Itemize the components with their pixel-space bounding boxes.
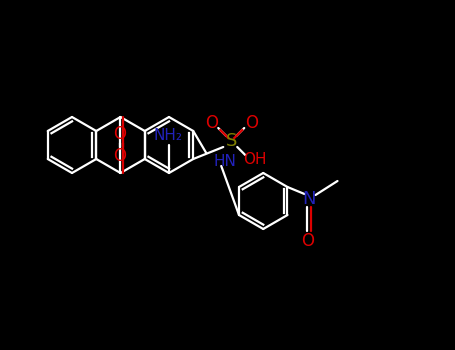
- Text: O: O: [301, 232, 314, 250]
- Text: HN: HN: [213, 154, 236, 168]
- Text: O: O: [113, 147, 126, 165]
- Text: NH₂: NH₂: [153, 128, 182, 143]
- Text: O: O: [245, 114, 258, 132]
- Text: O: O: [113, 125, 126, 143]
- Text: OH: OH: [243, 152, 267, 167]
- Text: S: S: [226, 132, 237, 150]
- Text: O: O: [205, 114, 218, 132]
- Text: N: N: [303, 190, 316, 208]
